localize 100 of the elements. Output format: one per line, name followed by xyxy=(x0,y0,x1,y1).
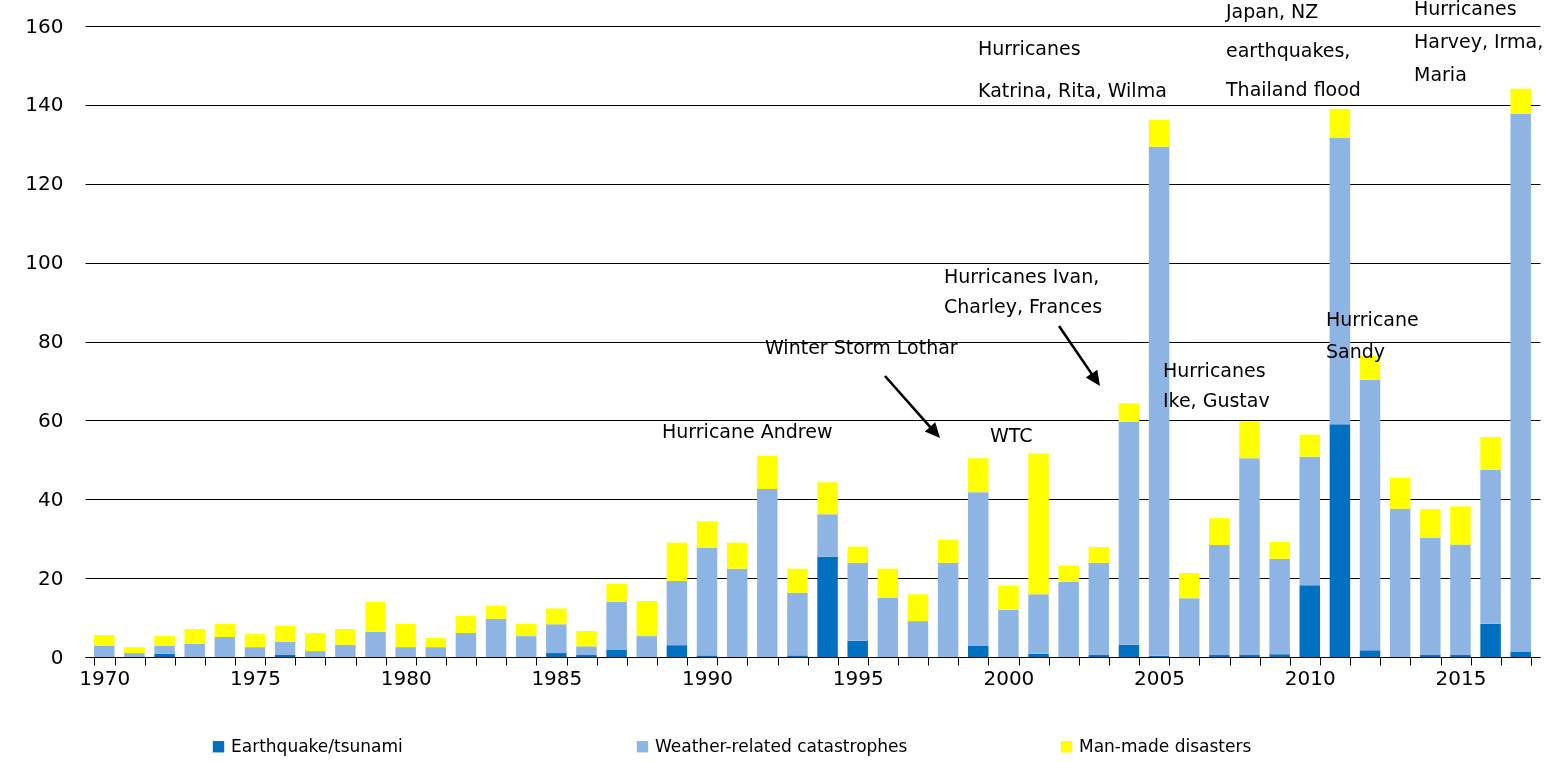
y-tick-label: 40 xyxy=(38,486,64,511)
bar xyxy=(757,455,778,489)
bar xyxy=(1148,119,1170,147)
bar xyxy=(1329,424,1351,657)
bar xyxy=(998,609,1019,657)
annotation: Winter Storm Lothar xyxy=(765,336,958,358)
x-tick-label: 2010 xyxy=(1284,665,1336,690)
bar xyxy=(455,632,477,657)
y-tick-label: 120 xyxy=(25,171,64,196)
bar xyxy=(244,647,266,657)
bar xyxy=(395,647,416,657)
x-tick-label: 1980 xyxy=(380,665,432,690)
bar xyxy=(1510,113,1531,652)
y-tick-label: 0 xyxy=(50,644,64,669)
bar xyxy=(877,568,899,598)
y-tick-label: 60 xyxy=(38,407,64,432)
bar xyxy=(395,623,416,648)
bar xyxy=(937,539,959,563)
bar xyxy=(666,645,688,657)
annotation: WTC xyxy=(990,424,1033,446)
legend-label: Weather-related catastrophes xyxy=(655,735,908,756)
bar xyxy=(787,568,808,593)
bar xyxy=(94,634,115,646)
bar xyxy=(485,605,507,619)
bar xyxy=(757,489,778,657)
bar xyxy=(214,623,236,637)
bar xyxy=(515,623,537,637)
y-tick-label: 160 xyxy=(25,13,64,38)
bar xyxy=(365,631,386,657)
bar xyxy=(124,647,145,654)
bar xyxy=(696,521,718,548)
bar xyxy=(1359,650,1381,657)
bar xyxy=(576,630,597,647)
bar xyxy=(787,592,808,656)
bar xyxy=(1329,108,1351,138)
bar xyxy=(1178,598,1200,657)
bar xyxy=(877,597,899,657)
bar xyxy=(546,624,567,654)
legend-label: Earthquake/tsunami xyxy=(231,735,403,756)
bar xyxy=(1118,644,1140,657)
bar xyxy=(1209,518,1230,545)
y-tick-label: 80 xyxy=(38,329,64,353)
bar xyxy=(636,601,657,637)
bar xyxy=(817,514,838,557)
bar xyxy=(1028,453,1049,595)
bar xyxy=(1269,558,1290,655)
bar xyxy=(1028,594,1049,654)
bar xyxy=(1299,456,1320,586)
x-tick-label: 2000 xyxy=(983,665,1035,690)
bar xyxy=(305,632,326,652)
bar xyxy=(696,547,718,656)
bar xyxy=(1269,541,1290,559)
bar xyxy=(184,629,205,644)
bar xyxy=(1058,565,1079,582)
bar xyxy=(1420,537,1441,656)
x-tick-label: 1985 xyxy=(531,665,583,690)
bar xyxy=(1450,544,1471,656)
bar xyxy=(968,645,989,657)
bar xyxy=(94,645,115,657)
annotation: Hurricane Andrew xyxy=(662,420,833,442)
bar xyxy=(606,649,627,657)
bar xyxy=(1209,545,1230,656)
bar xyxy=(1389,477,1411,509)
bar xyxy=(546,608,567,625)
bar xyxy=(154,636,175,646)
bar xyxy=(485,618,507,657)
bar xyxy=(1359,379,1381,651)
bar xyxy=(847,640,868,657)
bar xyxy=(1118,403,1140,422)
annotation: Hurricane Sandy xyxy=(1326,308,1419,362)
x-tick-label: 2015 xyxy=(1435,665,1487,690)
bar xyxy=(636,636,657,657)
bar xyxy=(546,653,567,657)
bar xyxy=(1480,469,1501,624)
bar xyxy=(968,492,989,646)
bar xyxy=(214,636,236,657)
bar xyxy=(305,651,326,657)
bar xyxy=(455,615,477,633)
bar xyxy=(907,621,929,657)
bar xyxy=(154,653,175,657)
bar xyxy=(606,583,627,602)
y-tick-label: 100 xyxy=(25,250,64,275)
bar xyxy=(244,634,266,648)
bar xyxy=(1088,562,1110,656)
bar xyxy=(425,638,447,648)
bar xyxy=(1299,434,1320,457)
bar xyxy=(1480,623,1501,657)
bar xyxy=(666,580,688,646)
bar xyxy=(124,653,145,657)
bar xyxy=(1299,585,1320,657)
bar xyxy=(1420,509,1441,538)
bar xyxy=(335,644,356,657)
annotation: Hurricanes Ike, Gustav xyxy=(1163,359,1270,411)
bar xyxy=(1239,421,1260,459)
x-tick-label: 1990 xyxy=(682,665,733,690)
bar xyxy=(1118,421,1140,645)
bar xyxy=(726,568,748,657)
bar xyxy=(425,647,447,657)
bar xyxy=(726,542,748,569)
bar xyxy=(274,625,296,643)
